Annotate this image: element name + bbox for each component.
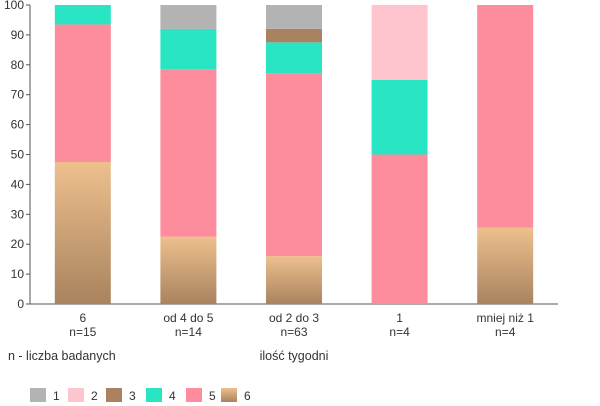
legend-swatch-3 [106,388,122,402]
bar-segment-2-4 [371,5,428,80]
x-category-count: n=4 [495,325,516,339]
legend-swatch-1 [30,388,46,402]
y-tick-label: 100 [4,0,24,12]
legend-label-3: 3 [129,389,136,403]
y-tick-label: 10 [11,267,25,281]
x-category-label: od 2 do 3 [269,311,319,325]
bar-segment-6-1 [54,161,111,304]
bar-segment-4-4 [371,79,428,155]
bar-segment-1-3 [266,5,322,29]
y-tick-label: 50 [11,148,25,162]
bar-segment-5-4 [371,154,428,304]
x-category-label: 1 [396,311,403,325]
legend-swatch-4 [146,388,162,402]
x-category-count: n=15 [69,325,96,339]
bar-segment-5-1 [54,24,111,162]
bar-segment-6-5 [477,227,534,304]
x-category-label: mniej niż 1 [477,311,535,325]
sample-size-note: n - liczba badanych [8,349,116,363]
x-category-count: n=4 [389,325,410,339]
bar-segment-1-2 [160,5,217,29]
y-tick-label: 90 [11,28,25,42]
y-tick-label: 60 [11,118,25,132]
legend-label-4: 4 [169,389,176,403]
legend-swatch-5 [186,388,202,402]
legend-label-2: 2 [91,389,98,403]
x-category-label: od 4 do 5 [163,311,213,325]
bar-segment-4-1 [54,5,111,25]
x-axis-title: ilość tygodni [260,349,329,363]
bar-segment-6-3 [266,256,322,304]
bar-segment-5-2 [160,69,217,237]
y-tick-label: 70 [11,88,25,102]
y-tick-label: 30 [11,207,25,221]
bar-segment-4-3 [266,42,322,74]
bar-segment-4-2 [160,28,217,70]
y-tick-label: 80 [11,58,25,72]
legend-label-1: 1 [53,389,60,403]
legend-swatch-2 [68,388,84,402]
y-tick-label: 40 [11,177,25,191]
bar-segment-5-5 [477,5,534,228]
y-tick-label: 0 [17,297,24,311]
x-category-count: n=14 [175,325,202,339]
y-tick-label: 20 [11,237,25,251]
bar-segment-3-3 [266,28,322,43]
x-category-label: 6 [79,311,86,325]
bar-segment-6-2 [160,236,217,304]
bar-segment-5-3 [266,73,322,257]
legend-label-5: 5 [209,389,216,403]
legend-label-6: 6 [244,389,251,403]
legend-swatch-6 [221,388,237,402]
x-category-count: n=63 [280,325,307,339]
